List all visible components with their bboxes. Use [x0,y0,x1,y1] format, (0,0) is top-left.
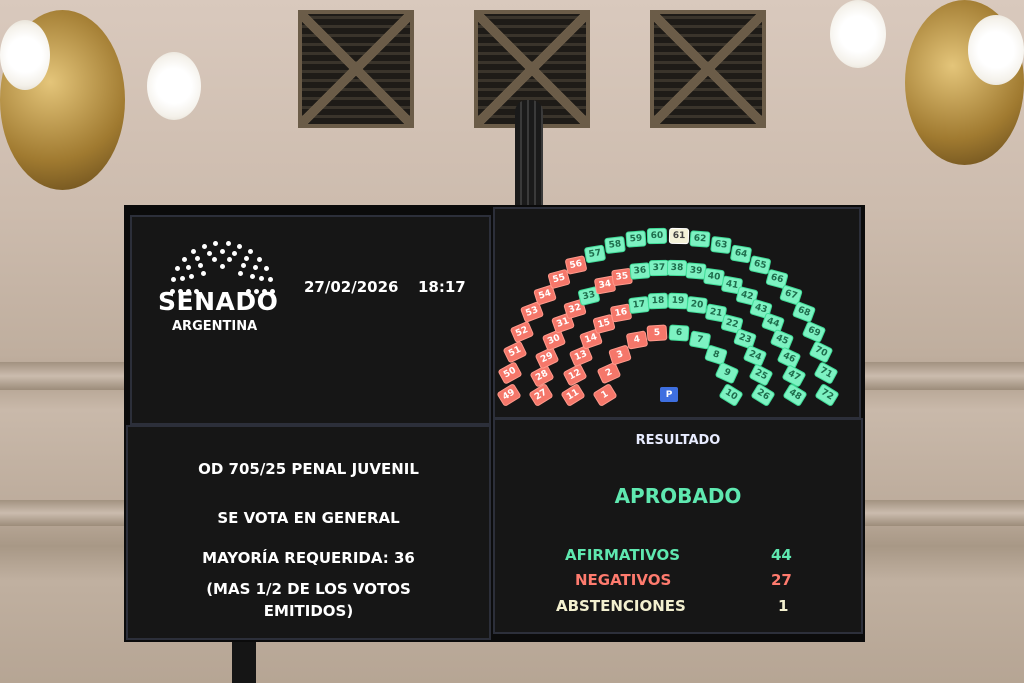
required-majority: MAYORÍA REQUERIDA: 36 [202,549,415,567]
logo-dot [201,244,207,250]
abstention-count: 1 [778,597,789,615]
ornamental-window [298,10,414,128]
seat-5: 5 [646,324,668,342]
logo-dot [261,288,267,294]
logo-dot [219,248,225,254]
logo-dot [213,241,219,247]
logo-dot [253,265,259,271]
seat-6: 6 [668,324,690,342]
affirmative-label: AFIRMATIVOS [565,546,681,564]
abstention-label: ABSTENCIONES [556,597,686,615]
motion-panel: OD 705/25 PENAL JUVENIL SE VOTA EN GENER… [126,425,491,640]
logo-dot [185,265,191,271]
vote-type: SE VOTA EN GENERAL [217,509,400,527]
logo-dot [211,257,217,262]
logo-dot [253,288,259,294]
logo-dot [169,288,175,294]
seat-36: 36 [629,262,651,280]
date: 27/02/2026 [304,278,399,296]
lamp [830,0,886,68]
logo-dot [191,249,197,255]
logo-dot [269,288,275,294]
time: 18:17 [418,278,466,296]
logo-dot [263,266,269,272]
logo-subtext: ARGENTINA [172,319,258,334]
logo-dot [179,276,185,282]
seat-64: 64 [729,244,753,264]
logo-dot [247,249,253,255]
majority-note-line1: (MAS 1/2 DE LOS VOTOS [206,580,411,598]
header-panel: SENADO ARGENTINA 27/02/2026 18:17 [130,215,491,425]
seat-60: 60 [646,228,668,245]
logo-dot [244,256,250,262]
logo-dot [250,274,256,280]
motion-title: OD 705/25 PENAL JUVENIL [198,460,419,478]
seat-18: 18 [647,292,669,309]
negative-count: 27 [771,571,792,589]
logo-dot [232,250,238,256]
seat-17: 17 [627,295,650,314]
logo-dot [268,277,274,283]
seat-57: 57 [583,244,607,264]
logo-dot [182,257,188,262]
logo-dot [188,274,194,280]
logo-dot [219,263,225,269]
logo-dot [240,263,246,269]
lamp [0,20,50,90]
seat-19: 19 [667,292,689,309]
logo-dot [237,244,243,250]
seat-38: 38 [667,260,688,277]
logo-dot [225,241,231,247]
logo-dot [237,271,243,277]
majority-note-line2: EMITIDOS) [263,602,354,620]
seat-63: 63 [710,236,733,255]
seat-59: 59 [625,230,647,249]
negative-label: NEGATIVOS [575,571,672,589]
cable-bundle [515,100,543,215]
logo-dot [201,271,207,277]
logo-dot [198,263,204,269]
lamp [968,15,1024,85]
logo-dot [194,256,200,262]
logo-dot [245,288,251,294]
ornamental-window [650,10,766,128]
seat-37: 37 [648,260,669,277]
seat-58: 58 [603,236,626,255]
logo-dot [175,266,181,272]
president-seat: P [660,387,678,402]
logo-dot [256,257,262,262]
logo-dot [193,288,199,294]
result-outcome: APROBADO [614,484,742,508]
logo-dot [170,277,176,283]
logo-dot [206,250,212,256]
screen-stand [232,636,256,683]
logo-dot [259,276,265,282]
result-heading: RESULTADO [635,433,721,448]
logo-text: SENADO [158,287,279,316]
senado-logo-icon [169,239,275,294]
seat-61: 61 [668,228,690,245]
logo-dot [177,288,183,294]
lamp [147,52,201,120]
seat-20: 20 [686,295,709,314]
seat-62: 62 [689,230,711,249]
logo-dot [227,257,233,262]
result-panel: RESULTADO APROBADO AFIRMATIVOS 44 NEGATI… [493,418,863,634]
affirmative-count: 44 [771,546,792,564]
logo-dot [185,288,191,294]
